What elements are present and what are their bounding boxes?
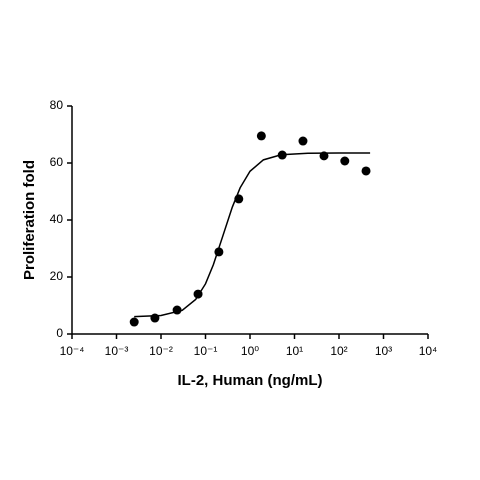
fit-curve: [134, 152, 371, 318]
data-point: [319, 151, 329, 161]
data-point: [361, 166, 371, 176]
data-point: [340, 156, 350, 166]
data-point: [214, 247, 224, 257]
data-point: [277, 150, 287, 160]
data-point: [193, 289, 203, 299]
x-tick-label: 10²: [330, 344, 347, 358]
y-tick-label: 0: [56, 326, 63, 340]
data-point: [256, 131, 266, 141]
x-tick-label: 10⁰: [241, 344, 259, 358]
y-axis-title: Proliferation fold: [21, 160, 38, 280]
x-axis-title: IL-2, Human (ng/mL): [178, 372, 323, 389]
x-tick-label: 10¹: [286, 344, 303, 358]
data-point: [129, 317, 139, 327]
data-point: [234, 194, 244, 204]
y-tick-label: 20: [50, 269, 64, 283]
data-point: [172, 305, 182, 315]
x-tick-label: 10⁻³: [105, 344, 129, 358]
y-tick-label: 40: [50, 212, 64, 226]
y-tick-label: 80: [50, 98, 64, 112]
x-tick-label: 10⁴: [419, 344, 438, 358]
x-tick-label: 10⁻²: [149, 344, 173, 358]
y-tick-label: 60: [50, 155, 64, 169]
x-tick-label: 10⁻¹: [194, 344, 218, 358]
x-tick-label: 10⁻⁴: [60, 344, 85, 358]
data-point: [150, 313, 160, 323]
x-tick-label: 10³: [375, 344, 392, 358]
data-point: [298, 136, 308, 146]
